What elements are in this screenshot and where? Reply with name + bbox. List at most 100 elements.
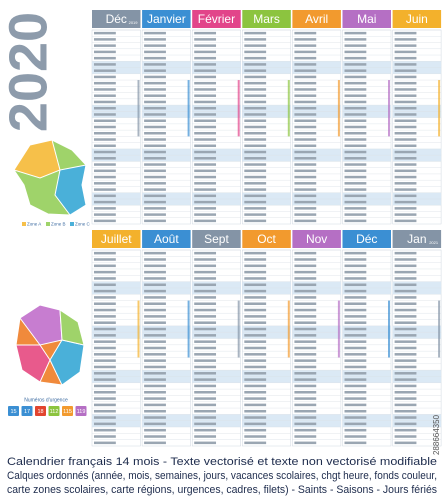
day-text-placeholder — [194, 327, 217, 331]
weekend-row — [242, 287, 291, 295]
weekend-row — [92, 155, 141, 162]
month-name: Oct — [257, 232, 276, 246]
weekend-row — [392, 192, 442, 199]
day-text-placeholder — [294, 182, 317, 185]
day-text-placeholder — [94, 157, 116, 160]
day-text-placeholder — [144, 50, 166, 54]
day-text-placeholder — [294, 50, 317, 54]
day-text-placeholder — [294, 340, 317, 343]
day-text-placeholder — [394, 106, 417, 110]
day-text-placeholder — [194, 188, 217, 191]
day-text-placeholder — [144, 88, 166, 91]
day-text-placeholder — [94, 441, 116, 445]
weekend-row — [92, 287, 141, 295]
day-text-placeholder — [144, 138, 166, 141]
day-text-placeholder — [244, 277, 267, 280]
day-text-placeholder — [294, 441, 317, 445]
day-text-placeholder — [344, 428, 367, 432]
day-text-placeholder — [94, 150, 116, 154]
month-name: Déc — [356, 232, 377, 246]
day-text-placeholder — [344, 200, 367, 204]
day-text-placeholder — [244, 38, 267, 41]
day-text-placeholder — [394, 384, 417, 388]
day-text-placeholder — [294, 157, 317, 160]
weekend-row — [292, 370, 341, 377]
footer-line: Calques ordonnés (année, mois, semaines,… — [7, 470, 437, 482]
day-text-placeholder — [244, 106, 267, 110]
day-text-placeholder — [294, 397, 317, 400]
day-text-placeholder — [294, 81, 317, 85]
day-text-placeholder — [294, 163, 317, 166]
vacation-strip — [388, 80, 390, 137]
weekend-row — [392, 198, 442, 206]
day-text-placeholder — [394, 119, 417, 122]
day-text-placeholder — [144, 435, 166, 438]
regions-map — [15, 304, 85, 386]
day-text-placeholder — [244, 175, 267, 179]
day-text-placeholder — [94, 422, 116, 426]
day-text-placeholder — [144, 63, 166, 66]
day-text-placeholder — [394, 353, 417, 356]
day-text-placeholder — [94, 264, 116, 268]
weekend-row — [292, 376, 341, 383]
day-text-placeholder — [294, 353, 317, 356]
month-name: Sept — [204, 232, 229, 246]
day-text-placeholder — [244, 422, 267, 426]
weekend-row — [192, 281, 241, 288]
day-text-placeholder — [244, 69, 267, 72]
vacation-strip — [337, 80, 340, 137]
day-text-placeholder — [294, 283, 317, 287]
weekend-row — [242, 420, 291, 428]
footer: Calendrier français 14 mois - Texte vect… — [7, 456, 437, 496]
day-text-placeholder — [294, 416, 317, 419]
day-text-placeholder — [344, 44, 367, 47]
weekend-row — [142, 61, 191, 68]
day-text-placeholder — [144, 334, 166, 337]
weekend-row — [292, 155, 341, 162]
day-text-placeholder — [194, 340, 217, 343]
day-text-placeholder — [394, 397, 417, 400]
month-name: Janvier — [147, 12, 186, 26]
day-text-placeholder — [344, 340, 367, 343]
vacation-strip — [187, 300, 190, 358]
day-text-placeholder — [294, 113, 317, 116]
weekend-row — [92, 420, 141, 428]
day-text-placeholder — [294, 334, 317, 337]
weekend-row — [292, 111, 341, 118]
month-header — [192, 230, 241, 248]
weekend-row — [242, 325, 291, 333]
day-text-placeholder — [94, 372, 116, 375]
day-text-placeholder — [344, 150, 367, 154]
day-text-placeholder — [294, 94, 317, 97]
day-text-placeholder — [194, 302, 217, 306]
day-text-placeholder — [94, 435, 116, 438]
day-text-placeholder — [194, 416, 217, 419]
day-text-placeholder — [394, 416, 417, 419]
weekend-row — [192, 287, 241, 295]
day-text-placeholder — [94, 302, 116, 306]
zone-legend: Zone A Zone B Zone C — [22, 222, 91, 227]
day-text-placeholder — [94, 378, 116, 381]
emergency-numbers: 15 17 18 112 115 119 — [8, 406, 87, 416]
day-text-placeholder — [144, 372, 166, 375]
day-text-placeholder — [394, 163, 417, 166]
day-text-placeholder — [94, 397, 116, 400]
day-text-placeholder — [194, 163, 217, 166]
day-text-placeholder — [144, 144, 166, 148]
day-text-placeholder — [294, 188, 317, 191]
day-text-placeholder — [144, 340, 166, 343]
day-text-placeholder — [144, 213, 166, 216]
month-year: 2021 — [429, 240, 439, 245]
day-text-placeholder — [194, 264, 217, 268]
day-text-placeholder — [294, 270, 317, 274]
weekend-row — [342, 67, 391, 74]
day-text-placeholder — [394, 346, 417, 350]
weekend-row — [292, 325, 341, 333]
day-text-placeholder — [344, 113, 367, 116]
day-text-placeholder — [344, 321, 367, 324]
day-text-placeholder — [244, 315, 267, 318]
day-text-placeholder — [244, 182, 267, 185]
day-text-placeholder — [194, 132, 217, 135]
zones-map — [13, 139, 87, 216]
weekend-row — [292, 61, 341, 68]
